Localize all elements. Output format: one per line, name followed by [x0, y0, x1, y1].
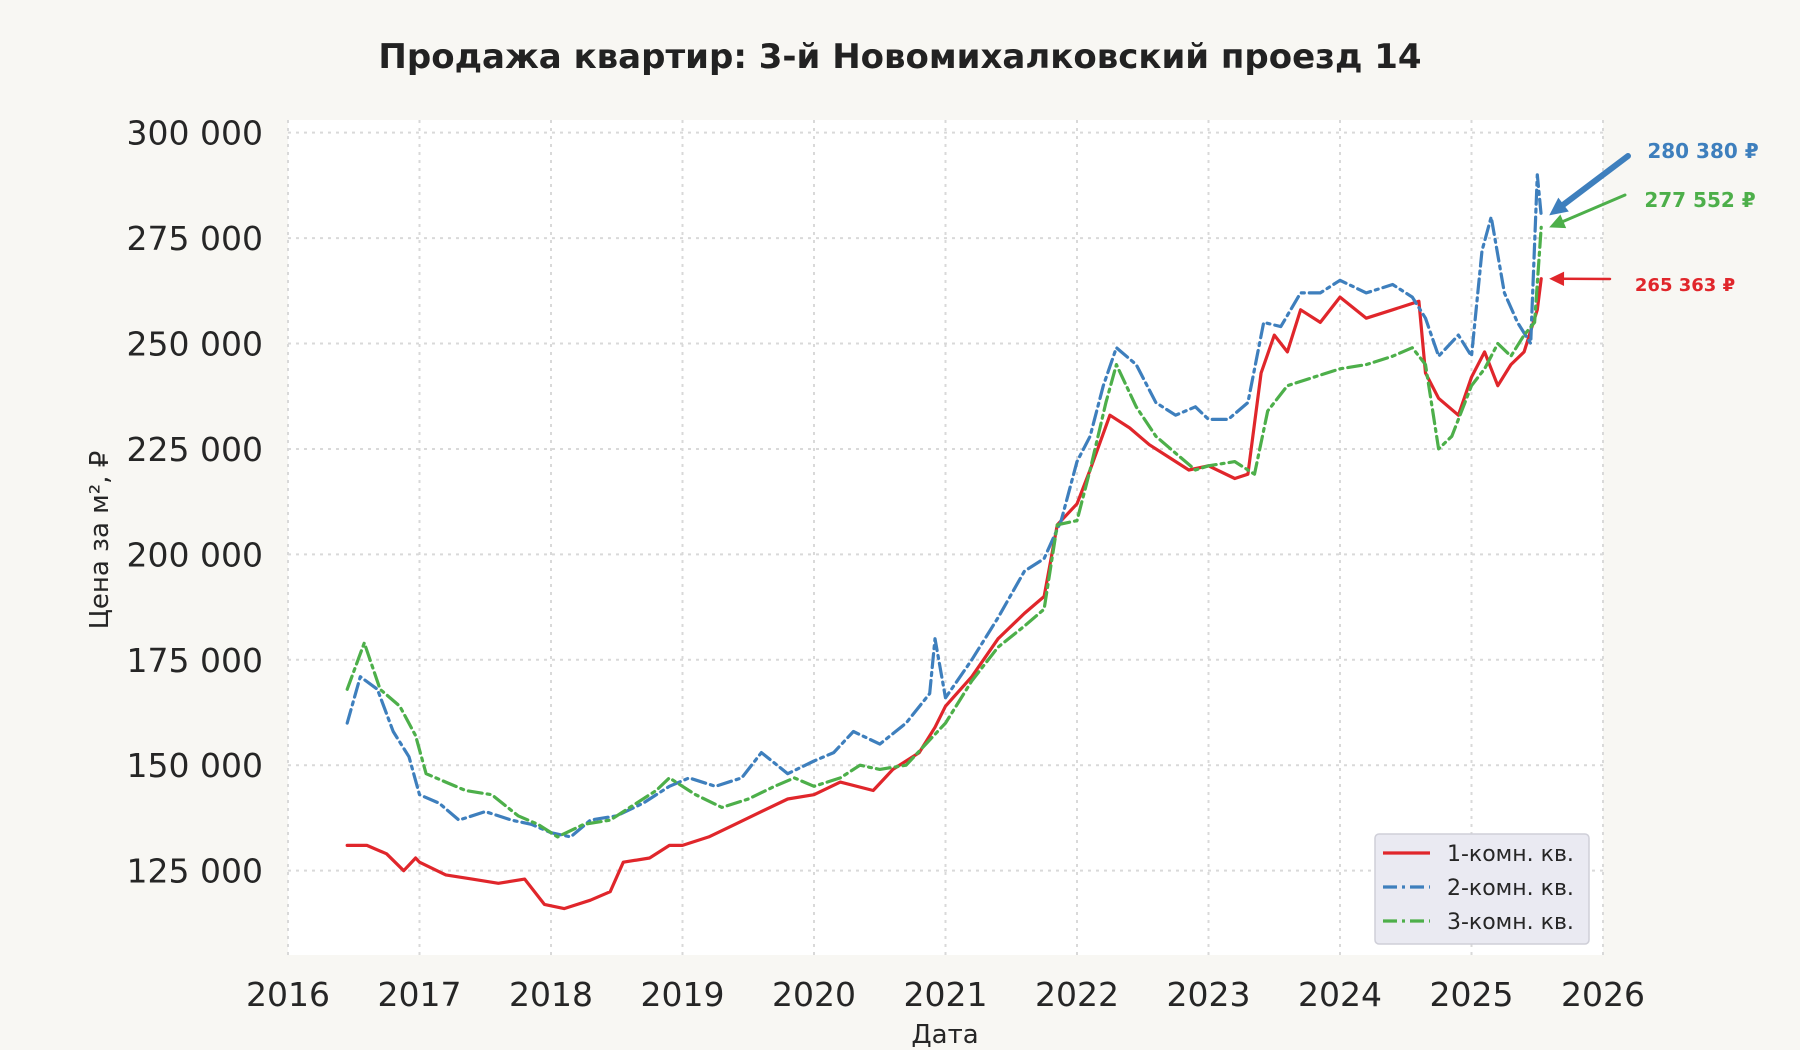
series-line-2-комн-кв [345, 173, 1543, 839]
y-tick-label: 125 000 [127, 852, 263, 891]
y-tick-label: 300 000 [127, 114, 263, 153]
legend-label: 2-комн. кв. [1447, 876, 1574, 901]
x-tick-label: 2023 [1167, 975, 1251, 1014]
annotation-label: 280 380 ₽ [1647, 139, 1758, 163]
y-tick-label: 225 000 [127, 430, 263, 469]
x-tick-label: 2016 [246, 975, 330, 1014]
y-tick-label: 275 000 [127, 219, 263, 258]
legend-box [1374, 833, 1590, 945]
annotation-label: 277 552 ₽ [1644, 188, 1755, 212]
y-tick-label: 200 000 [127, 535, 263, 574]
x-tick-label: 2022 [1035, 975, 1119, 1014]
x-tick-label: 2017 [378, 975, 462, 1014]
y-axis: 125 000 150 000 175 000 200 000 225 000 250 0… [127, 114, 263, 891]
x-tick-label: 2021 [904, 975, 988, 1014]
legend-label: 1-комн. кв. [1447, 842, 1574, 867]
legend: 1-комн. кв. 2-комн. кв. 3-комн. кв. [1374, 833, 1590, 945]
y-axis-label: Цена за м², ₽ [85, 451, 115, 630]
annotation-arrow [1557, 193, 1627, 225]
annotation-label: 265 363 ₽ [1635, 275, 1735, 296]
annotations: 280 380 ₽ 277 552 ₽ 265 363 ₽ [1549, 139, 1759, 296]
x-tick-label: 2020 [772, 975, 856, 1014]
x-axis-label: Дата [911, 1020, 978, 1050]
y-tick-label: 250 000 [127, 325, 263, 364]
x-tick-label: 2018 [509, 975, 593, 1014]
grid [287, 120, 1604, 955]
annotation-arrow [1555, 153, 1631, 212]
y-tick-label: 175 000 [127, 641, 263, 680]
x-tick-label: 2024 [1298, 975, 1382, 1014]
x-tick-label: 2026 [1561, 975, 1645, 1014]
chart-title: Продажа квартир: 3-й Новомихалковский пр… [378, 37, 1421, 77]
series-group [345, 173, 1543, 911]
annotation-arrowhead [1549, 214, 1567, 229]
annotation-arrowhead [1549, 197, 1569, 216]
y-tick-label: 150 000 [127, 746, 263, 785]
x-tick-label: 2019 [641, 975, 725, 1014]
series-line-1-комн-кв [345, 277, 1543, 911]
x-axis: 2016 2017 2018 2019 2020 2021 2022 2023 2024 2025… [246, 975, 1645, 1014]
series-line-3-комн-кв [345, 225, 1543, 839]
x-tick-label: 2025 [1430, 975, 1514, 1014]
annotation-arrowhead [1549, 271, 1565, 286]
legend-label: 3-комн. кв. [1447, 910, 1574, 935]
